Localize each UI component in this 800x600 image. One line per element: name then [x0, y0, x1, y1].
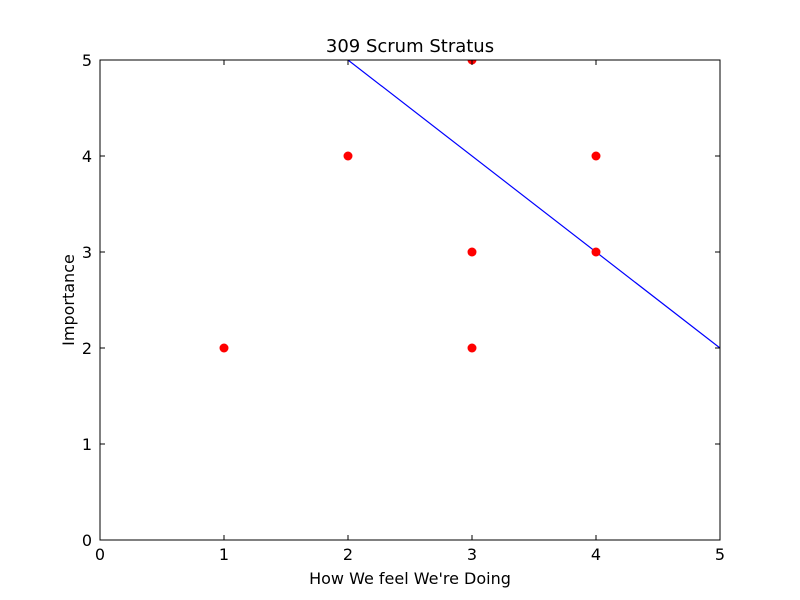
plot-frame	[99, 59, 721, 541]
x-tick-label: 5	[715, 545, 725, 564]
x-tick-label: 1	[219, 545, 229, 564]
data-point	[591, 247, 601, 257]
x-axis-label: How We feel We're Doing	[309, 569, 511, 588]
x-tick-label: 3	[467, 545, 477, 564]
y-tick-label: 4	[82, 147, 92, 166]
data-point	[591, 151, 601, 161]
y-tick-label: 0	[82, 531, 92, 550]
data-point	[219, 343, 229, 353]
plot-area	[100, 60, 720, 540]
data-point	[467, 343, 477, 353]
tick-layer: 0 1 2 3 4 5 0 1 2 3 4 5	[82, 51, 725, 564]
data-point	[467, 247, 477, 257]
x-tick-label: 0	[95, 545, 105, 564]
trend-line	[347, 60, 720, 349]
y-tick-label: 2	[82, 339, 92, 358]
x-tick-label: 2	[343, 545, 353, 564]
y-axis-label: Importance	[59, 254, 78, 346]
y-tick-label: 3	[82, 243, 92, 262]
x-tick-label: 4	[591, 545, 601, 564]
chart-title: 309 Scrum Stratus	[326, 36, 494, 57]
data-point	[343, 151, 353, 161]
series-layer	[219, 60, 720, 353]
y-tick-label: 1	[82, 435, 92, 454]
y-tick-label: 5	[82, 51, 92, 70]
